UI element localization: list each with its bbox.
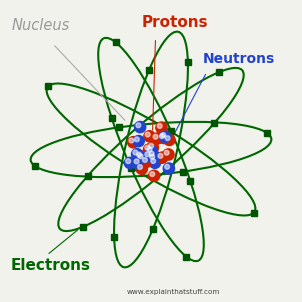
Text: www.explainthatstuff.com: www.explainthatstuff.com — [127, 289, 220, 295]
Circle shape — [151, 159, 156, 163]
Text: Nucleus: Nucleus — [12, 18, 70, 33]
Circle shape — [124, 157, 136, 169]
Circle shape — [134, 159, 139, 164]
Text: Protons: Protons — [142, 15, 209, 30]
Circle shape — [159, 134, 164, 139]
Text: Electrons: Electrons — [11, 258, 91, 273]
Circle shape — [145, 152, 150, 157]
Circle shape — [149, 156, 161, 169]
Circle shape — [143, 158, 147, 162]
Circle shape — [157, 124, 162, 128]
Circle shape — [145, 132, 150, 137]
Circle shape — [138, 154, 143, 159]
Circle shape — [156, 151, 169, 164]
Circle shape — [147, 147, 152, 152]
Circle shape — [137, 152, 141, 157]
Circle shape — [131, 148, 143, 161]
Circle shape — [133, 150, 138, 155]
Circle shape — [145, 145, 150, 150]
Circle shape — [165, 164, 169, 169]
Circle shape — [136, 152, 149, 164]
Circle shape — [129, 138, 134, 143]
Circle shape — [147, 149, 160, 162]
Circle shape — [149, 143, 153, 148]
Circle shape — [146, 141, 159, 154]
Circle shape — [134, 150, 147, 163]
Circle shape — [163, 133, 176, 146]
Circle shape — [145, 145, 158, 158]
Circle shape — [127, 136, 140, 149]
Circle shape — [159, 130, 171, 143]
Circle shape — [132, 157, 145, 169]
Circle shape — [157, 132, 170, 144]
Circle shape — [161, 133, 166, 137]
Circle shape — [138, 165, 143, 169]
Circle shape — [158, 153, 163, 158]
Circle shape — [143, 143, 156, 156]
Circle shape — [162, 148, 175, 161]
Circle shape — [136, 123, 141, 128]
Circle shape — [132, 135, 145, 147]
Circle shape — [165, 136, 170, 140]
Circle shape — [150, 172, 155, 176]
Circle shape — [143, 130, 156, 143]
Text: Neutrons: Neutrons — [202, 53, 275, 66]
Circle shape — [126, 159, 130, 164]
Circle shape — [148, 152, 160, 165]
Circle shape — [151, 132, 164, 145]
Circle shape — [150, 154, 155, 159]
Circle shape — [148, 169, 160, 182]
Circle shape — [149, 151, 154, 156]
Circle shape — [136, 162, 148, 175]
Circle shape — [134, 121, 146, 133]
Circle shape — [164, 150, 169, 155]
Circle shape — [155, 121, 168, 134]
Circle shape — [162, 162, 175, 175]
Circle shape — [134, 137, 139, 142]
Circle shape — [153, 134, 158, 139]
Circle shape — [140, 156, 153, 168]
Circle shape — [143, 150, 156, 162]
